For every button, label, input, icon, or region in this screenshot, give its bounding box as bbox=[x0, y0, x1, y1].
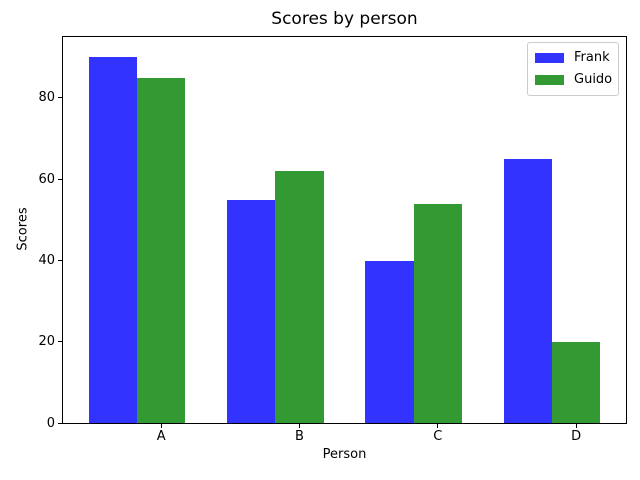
y-tick-mark bbox=[58, 97, 62, 99]
legend-swatch-guido bbox=[535, 75, 564, 85]
bar-frank-b bbox=[226, 199, 276, 423]
x-tick-mark bbox=[437, 424, 439, 428]
x-tick-label: D bbox=[571, 429, 582, 444]
x-tick-mark bbox=[160, 424, 162, 428]
bar-guido-c bbox=[413, 203, 462, 423]
y-axis-label: Scores bbox=[15, 207, 31, 251]
y-tick-label: 0 bbox=[46, 415, 55, 431]
y-tick-label: 20 bbox=[38, 334, 55, 350]
bar-guido-a bbox=[137, 77, 186, 423]
y-tick-mark bbox=[58, 422, 62, 424]
chart-title: Scores by person bbox=[271, 9, 418, 29]
bar-guido-d bbox=[551, 341, 601, 423]
x-tick-label: B bbox=[295, 429, 304, 444]
x-tick-mark bbox=[299, 424, 300, 428]
x-tick-label: C bbox=[433, 429, 443, 444]
bar-frank-a bbox=[88, 57, 137, 423]
x-tick-mark bbox=[575, 424, 577, 428]
legend-swatch-frank bbox=[535, 53, 564, 63]
legend-row-frank: Frank bbox=[535, 47, 612, 69]
x-tick-label: A bbox=[156, 429, 166, 444]
plot-area: Frank Guido 0 20 40 60 80 A B C D bbox=[38, 36, 627, 444]
legend-label-frank: Frank bbox=[574, 50, 610, 65]
x-axis-label: Person bbox=[322, 447, 367, 462]
y-tick-label: 60 bbox=[38, 171, 55, 187]
y-tick-mark bbox=[58, 341, 62, 343]
y-tick-mark bbox=[58, 178, 62, 180]
legend-label-guido: Guido bbox=[574, 72, 613, 87]
bar-guido-b bbox=[275, 171, 324, 423]
y-tick-label: 40 bbox=[38, 253, 55, 268]
y-tick-mark bbox=[58, 260, 62, 261]
bar-frank-d bbox=[503, 158, 552, 423]
y-tick-label: 80 bbox=[38, 90, 55, 106]
bar-frank-c bbox=[365, 260, 414, 423]
legend-row-guido: Guido bbox=[535, 69, 612, 91]
legend: Frank Guido bbox=[527, 42, 619, 96]
